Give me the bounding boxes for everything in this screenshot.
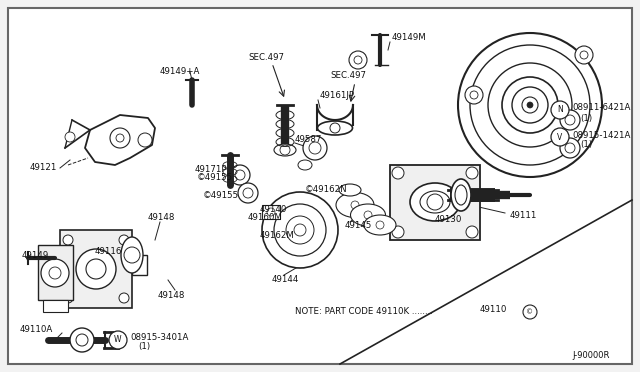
Circle shape	[230, 165, 250, 185]
Text: N: N	[557, 106, 563, 115]
Text: 49148: 49148	[158, 291, 186, 299]
Circle shape	[465, 86, 483, 104]
Text: 49161JP: 49161JP	[320, 90, 355, 99]
Text: SEC.497: SEC.497	[248, 52, 284, 61]
Ellipse shape	[336, 192, 374, 218]
Text: NOTE: PART CODE 49110K ........: NOTE: PART CODE 49110K ........	[295, 308, 433, 317]
Circle shape	[560, 110, 580, 130]
Ellipse shape	[364, 215, 396, 235]
Circle shape	[63, 235, 73, 245]
Circle shape	[138, 133, 152, 147]
Text: 49116: 49116	[95, 247, 122, 257]
Text: W: W	[115, 336, 122, 344]
Ellipse shape	[121, 237, 143, 273]
Circle shape	[119, 235, 129, 245]
Circle shape	[238, 183, 258, 203]
Text: V: V	[557, 132, 563, 141]
Ellipse shape	[351, 204, 385, 226]
Text: 49148: 49148	[148, 214, 175, 222]
Bar	[262, 205, 280, 219]
Text: 49149+A: 49149+A	[160, 67, 200, 77]
Circle shape	[110, 128, 130, 148]
Circle shape	[63, 293, 73, 303]
Circle shape	[76, 249, 116, 289]
Circle shape	[349, 51, 367, 69]
Text: 49171P: 49171P	[195, 166, 227, 174]
Circle shape	[119, 293, 129, 303]
Circle shape	[551, 128, 569, 146]
Circle shape	[523, 305, 537, 319]
Text: 49587: 49587	[295, 135, 323, 144]
Circle shape	[575, 46, 593, 64]
Text: 49162M: 49162M	[260, 231, 295, 240]
Circle shape	[458, 33, 602, 177]
Circle shape	[551, 101, 569, 119]
Text: 49110A: 49110A	[20, 326, 53, 334]
Circle shape	[70, 328, 94, 352]
Text: 49149M: 49149M	[392, 32, 427, 42]
Text: 08915-3401A: 08915-3401A	[130, 333, 188, 341]
Ellipse shape	[298, 160, 312, 170]
Circle shape	[65, 132, 75, 142]
Text: J-90000R: J-90000R	[573, 350, 610, 359]
Circle shape	[109, 331, 127, 349]
Text: 49160M: 49160M	[248, 214, 283, 222]
Text: ©49162N: ©49162N	[305, 186, 348, 195]
Circle shape	[262, 192, 338, 268]
Circle shape	[560, 138, 580, 158]
Circle shape	[392, 167, 404, 179]
Ellipse shape	[410, 183, 460, 221]
Text: 49149: 49149	[22, 250, 49, 260]
Ellipse shape	[317, 121, 353, 135]
Circle shape	[41, 259, 69, 287]
Ellipse shape	[451, 179, 471, 211]
Bar	[132, 255, 147, 275]
Ellipse shape	[339, 184, 361, 196]
Bar	[60, 230, 132, 308]
Text: 49111: 49111	[510, 211, 538, 219]
Circle shape	[502, 77, 558, 133]
Circle shape	[527, 102, 533, 108]
Text: ©49155: ©49155	[197, 173, 233, 183]
Text: 49140: 49140	[260, 205, 287, 215]
Text: 08911-6421A: 08911-6421A	[572, 103, 630, 112]
Text: ©: ©	[527, 309, 534, 315]
Text: 49145: 49145	[345, 221, 372, 230]
Text: SEC.497: SEC.497	[330, 71, 366, 80]
Bar	[43, 300, 68, 312]
Bar	[390, 165, 480, 240]
Text: (1): (1)	[138, 343, 150, 352]
Text: 49144: 49144	[272, 276, 300, 285]
Circle shape	[466, 167, 478, 179]
Text: 49110: 49110	[480, 305, 508, 314]
Text: 49130: 49130	[435, 215, 462, 224]
Ellipse shape	[274, 144, 296, 156]
Text: 49121: 49121	[30, 164, 58, 173]
Text: ©49155: ©49155	[203, 190, 239, 199]
Text: (1): (1)	[580, 113, 592, 122]
Text: 08915-1421A: 08915-1421A	[572, 131, 630, 140]
Circle shape	[466, 226, 478, 238]
Circle shape	[392, 226, 404, 238]
Bar	[38, 245, 73, 300]
Circle shape	[303, 136, 327, 160]
Text: (1): (1)	[580, 141, 592, 150]
